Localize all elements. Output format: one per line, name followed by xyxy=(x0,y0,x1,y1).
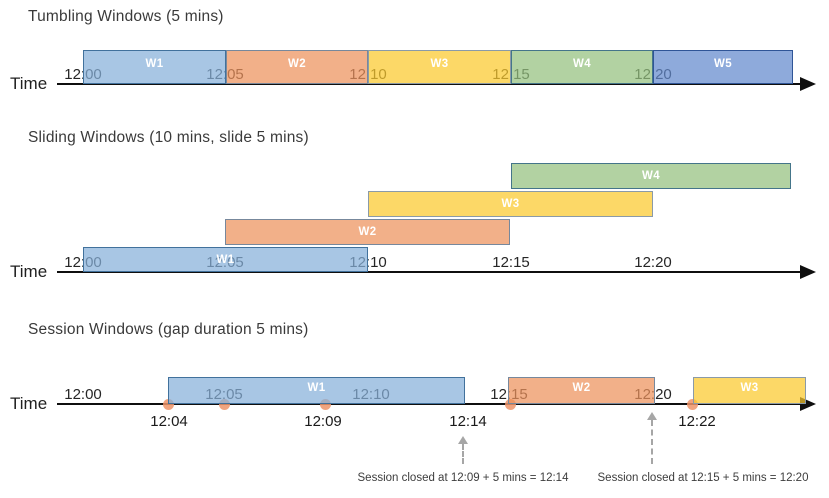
window-label: W3 xyxy=(740,382,759,394)
time-axis-label: Time xyxy=(10,394,48,413)
event-time-label-1204: 12:04 xyxy=(150,413,188,430)
session-annotation: Session closed at 12:15 + 5 mins = 12:20 xyxy=(597,472,809,484)
dashed-arrow-line xyxy=(462,444,464,464)
tick-label-1200: 12:00 xyxy=(64,386,102,403)
window-label: W4 xyxy=(641,170,661,182)
tick-label-1200: 12:00 xyxy=(64,254,102,271)
tick-label-1205: 12:05 xyxy=(206,254,244,271)
dashed-arrow-head xyxy=(647,412,657,420)
tick-label-1215: 12:15 xyxy=(492,254,530,271)
tick-label-1200: 12:00 xyxy=(64,66,102,83)
window-box-w2: W2 xyxy=(508,377,655,404)
event-dot xyxy=(320,399,331,410)
window-label: W2 xyxy=(287,58,307,70)
event-time-label-1209: 12:09 xyxy=(304,413,342,430)
window-label: W3 xyxy=(501,198,520,210)
section-title: Sliding Windows (10 mins, slide 5 mins) xyxy=(28,129,309,146)
window-label: W1 xyxy=(216,253,235,266)
time-axis-arrowhead xyxy=(800,397,816,411)
window-label: W5 xyxy=(713,58,733,70)
section-title: Session Windows (gap duration 5 mins) xyxy=(28,321,309,338)
window-label: W4 xyxy=(572,58,592,70)
window-label: W1 xyxy=(307,382,326,394)
tick-label-1205: 12:05 xyxy=(206,66,244,83)
time-axis-arrowhead xyxy=(800,265,816,279)
time-axis-line xyxy=(57,271,800,273)
tick-label-1210: 12:10 xyxy=(349,254,387,271)
window-box-w5: W5 xyxy=(653,50,793,84)
window-box-w4: W4 xyxy=(511,50,653,84)
window-label: W2 xyxy=(358,226,377,238)
tick-label-1205: 12:05 xyxy=(205,386,243,403)
window-box-w3: W3 xyxy=(368,191,653,217)
window-box-w4: W4 xyxy=(511,163,791,189)
dashed-arrow-line xyxy=(651,420,653,464)
time-axis-line xyxy=(57,403,800,405)
event-dot xyxy=(219,399,230,410)
tick-label-1210: 12:10 xyxy=(352,386,390,403)
time-axis-arrowhead xyxy=(800,77,816,91)
window-box-w1: W1 xyxy=(83,50,226,84)
event-time-label-1214: 12:14 xyxy=(449,413,487,430)
window-box-w3: W3 xyxy=(693,377,806,404)
event-time-label-1222: 12:22 xyxy=(678,413,716,430)
tick-label-1215: 12:15 xyxy=(492,66,530,83)
session-annotation: Session closed at 12:09 + 5 mins = 12:14 xyxy=(357,472,569,484)
event-dot xyxy=(505,399,516,410)
window-box-w1: W1 xyxy=(83,247,368,272)
event-dot xyxy=(163,399,174,410)
tick-label-1215: 12:15 xyxy=(490,386,528,403)
time-axis-line xyxy=(57,83,800,85)
window-box-w1: W1 xyxy=(168,377,465,404)
event-dot xyxy=(687,399,698,410)
window-box-w3: W3 xyxy=(368,50,511,84)
window-box-w2: W2 xyxy=(226,50,368,84)
tick-label-1220: 12:20 xyxy=(634,66,672,83)
dashed-arrow-head xyxy=(458,436,468,444)
tick-label-1220: 12:20 xyxy=(634,254,672,271)
tick-label-1210: 12:10 xyxy=(349,66,387,83)
window-box-w2: W2 xyxy=(225,219,510,245)
window-label: W3 xyxy=(430,58,449,70)
section-title: Tumbling Windows (5 mins) xyxy=(28,8,224,25)
time-axis-label: Time xyxy=(10,74,48,93)
window-label: W2 xyxy=(572,382,591,394)
tick-label-1220: 12:20 xyxy=(634,386,672,403)
time-axis-label: Time xyxy=(10,262,48,281)
window-label: W1 xyxy=(145,58,164,70)
